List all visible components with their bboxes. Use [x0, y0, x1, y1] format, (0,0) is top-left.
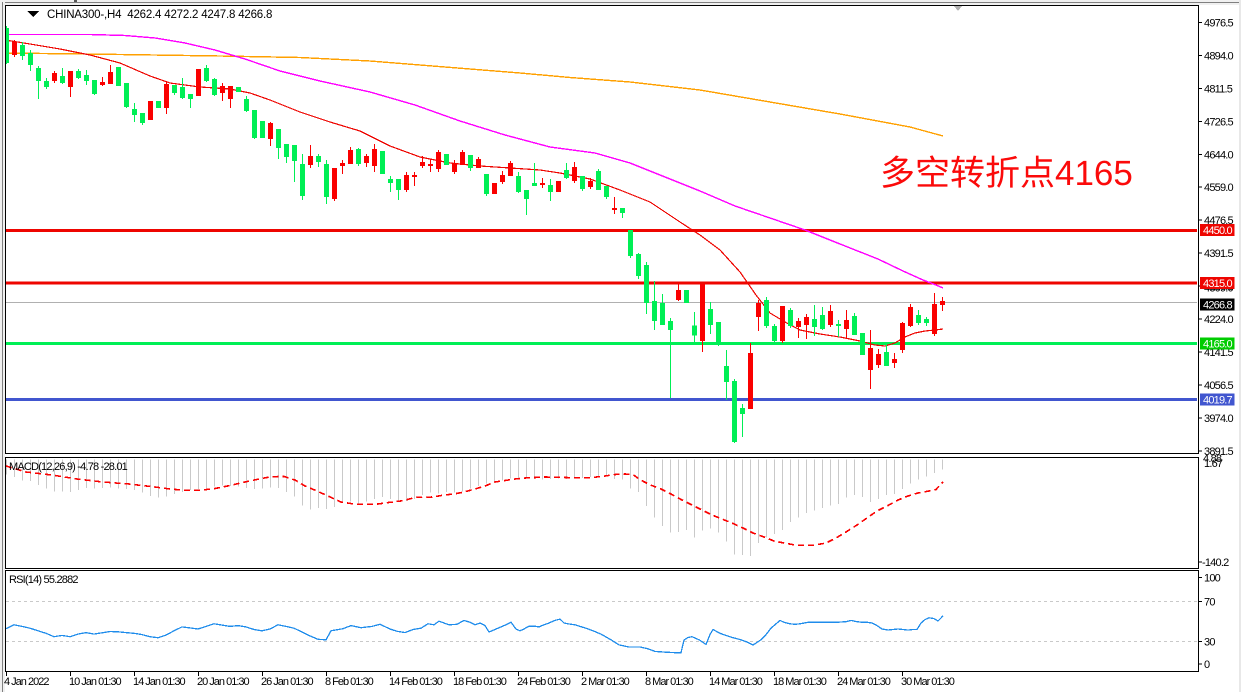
svg-text:4141.5: 4141.5	[1204, 347, 1234, 359]
svg-text:26 Jan 01:30: 26 Jan 01:30	[261, 676, 313, 688]
svg-text:4165.0: 4165.0	[1203, 339, 1233, 351]
svg-text:20 Jan 01:30: 20 Jan 01:30	[197, 676, 249, 688]
svg-text:3891.5: 3891.5	[1204, 446, 1234, 458]
svg-text:MACD(12,26,9) -4.78 -28.01: MACD(12,26,9) -4.78 -28.01	[9, 461, 128, 473]
svg-text:3974.0: 3974.0	[1204, 413, 1234, 425]
svg-text:RSI(14) 55.2882: RSI(14) 55.2882	[9, 574, 78, 586]
svg-text:2 Mar 01:30: 2 Mar 01:30	[581, 676, 630, 688]
svg-text:30: 30	[1204, 637, 1215, 649]
svg-text:CHINA300-,H4 4262.4 4272.2 42: CHINA300-,H4 4262.4 4272.2 4247.8 4266.8	[47, 9, 272, 21]
svg-text:18 Feb 01:30: 18 Feb 01:30	[453, 676, 507, 688]
svg-text:4266.8: 4266.8	[1203, 300, 1233, 312]
svg-text:4894.0: 4894.0	[1204, 50, 1234, 62]
svg-text:4056.5: 4056.5	[1204, 380, 1234, 392]
svg-text:30 Mar 01:30: 30 Mar 01:30	[901, 676, 955, 688]
svg-text:14 Feb 01:30: 14 Feb 01:30	[389, 676, 443, 688]
svg-text:4391.5: 4391.5	[1204, 248, 1234, 260]
svg-text:4811.5: 4811.5	[1204, 83, 1233, 95]
svg-text:4 Jan 2022: 4 Jan 2022	[4, 676, 49, 688]
svg-text:4224.0: 4224.0	[1204, 314, 1234, 326]
svg-text:100: 100	[1204, 573, 1221, 585]
svg-text:4019.7: 4019.7	[1203, 395, 1233, 407]
svg-text:4644.0: 4644.0	[1204, 149, 1234, 161]
svg-text:4315.0: 4315.0	[1203, 278, 1233, 290]
svg-text:10 Jan 01:30: 10 Jan 01:30	[69, 676, 121, 688]
svg-text:4165: 4165	[1055, 154, 1133, 193]
svg-text:4976.5: 4976.5	[1204, 17, 1234, 29]
svg-text:8 Feb 01:30: 8 Feb 01:30	[325, 676, 374, 688]
svg-text:-140.2: -140.2	[1202, 557, 1229, 569]
svg-text:8 Mar 01:30: 8 Mar 01:30	[645, 676, 694, 688]
svg-text:24 Mar 01:30: 24 Mar 01:30	[837, 676, 891, 688]
svg-text:0: 0	[1204, 659, 1210, 671]
svg-text:1.67: 1.67	[1204, 458, 1223, 470]
svg-text:70: 70	[1204, 597, 1215, 609]
svg-text:4.88: 4.88	[1203, 453, 1222, 465]
svg-text:18 Mar 01:30: 18 Mar 01:30	[773, 676, 827, 688]
svg-text:24 Feb 01:30: 24 Feb 01:30	[517, 676, 571, 688]
svg-text:4450.0: 4450.0	[1203, 225, 1233, 237]
svg-text:14 Mar 01:30: 14 Mar 01:30	[709, 676, 763, 688]
svg-text:14 Jan 01:30: 14 Jan 01:30	[133, 676, 185, 688]
svg-text:4726.5: 4726.5	[1204, 116, 1234, 128]
svg-text:4559.0: 4559.0	[1204, 182, 1234, 194]
